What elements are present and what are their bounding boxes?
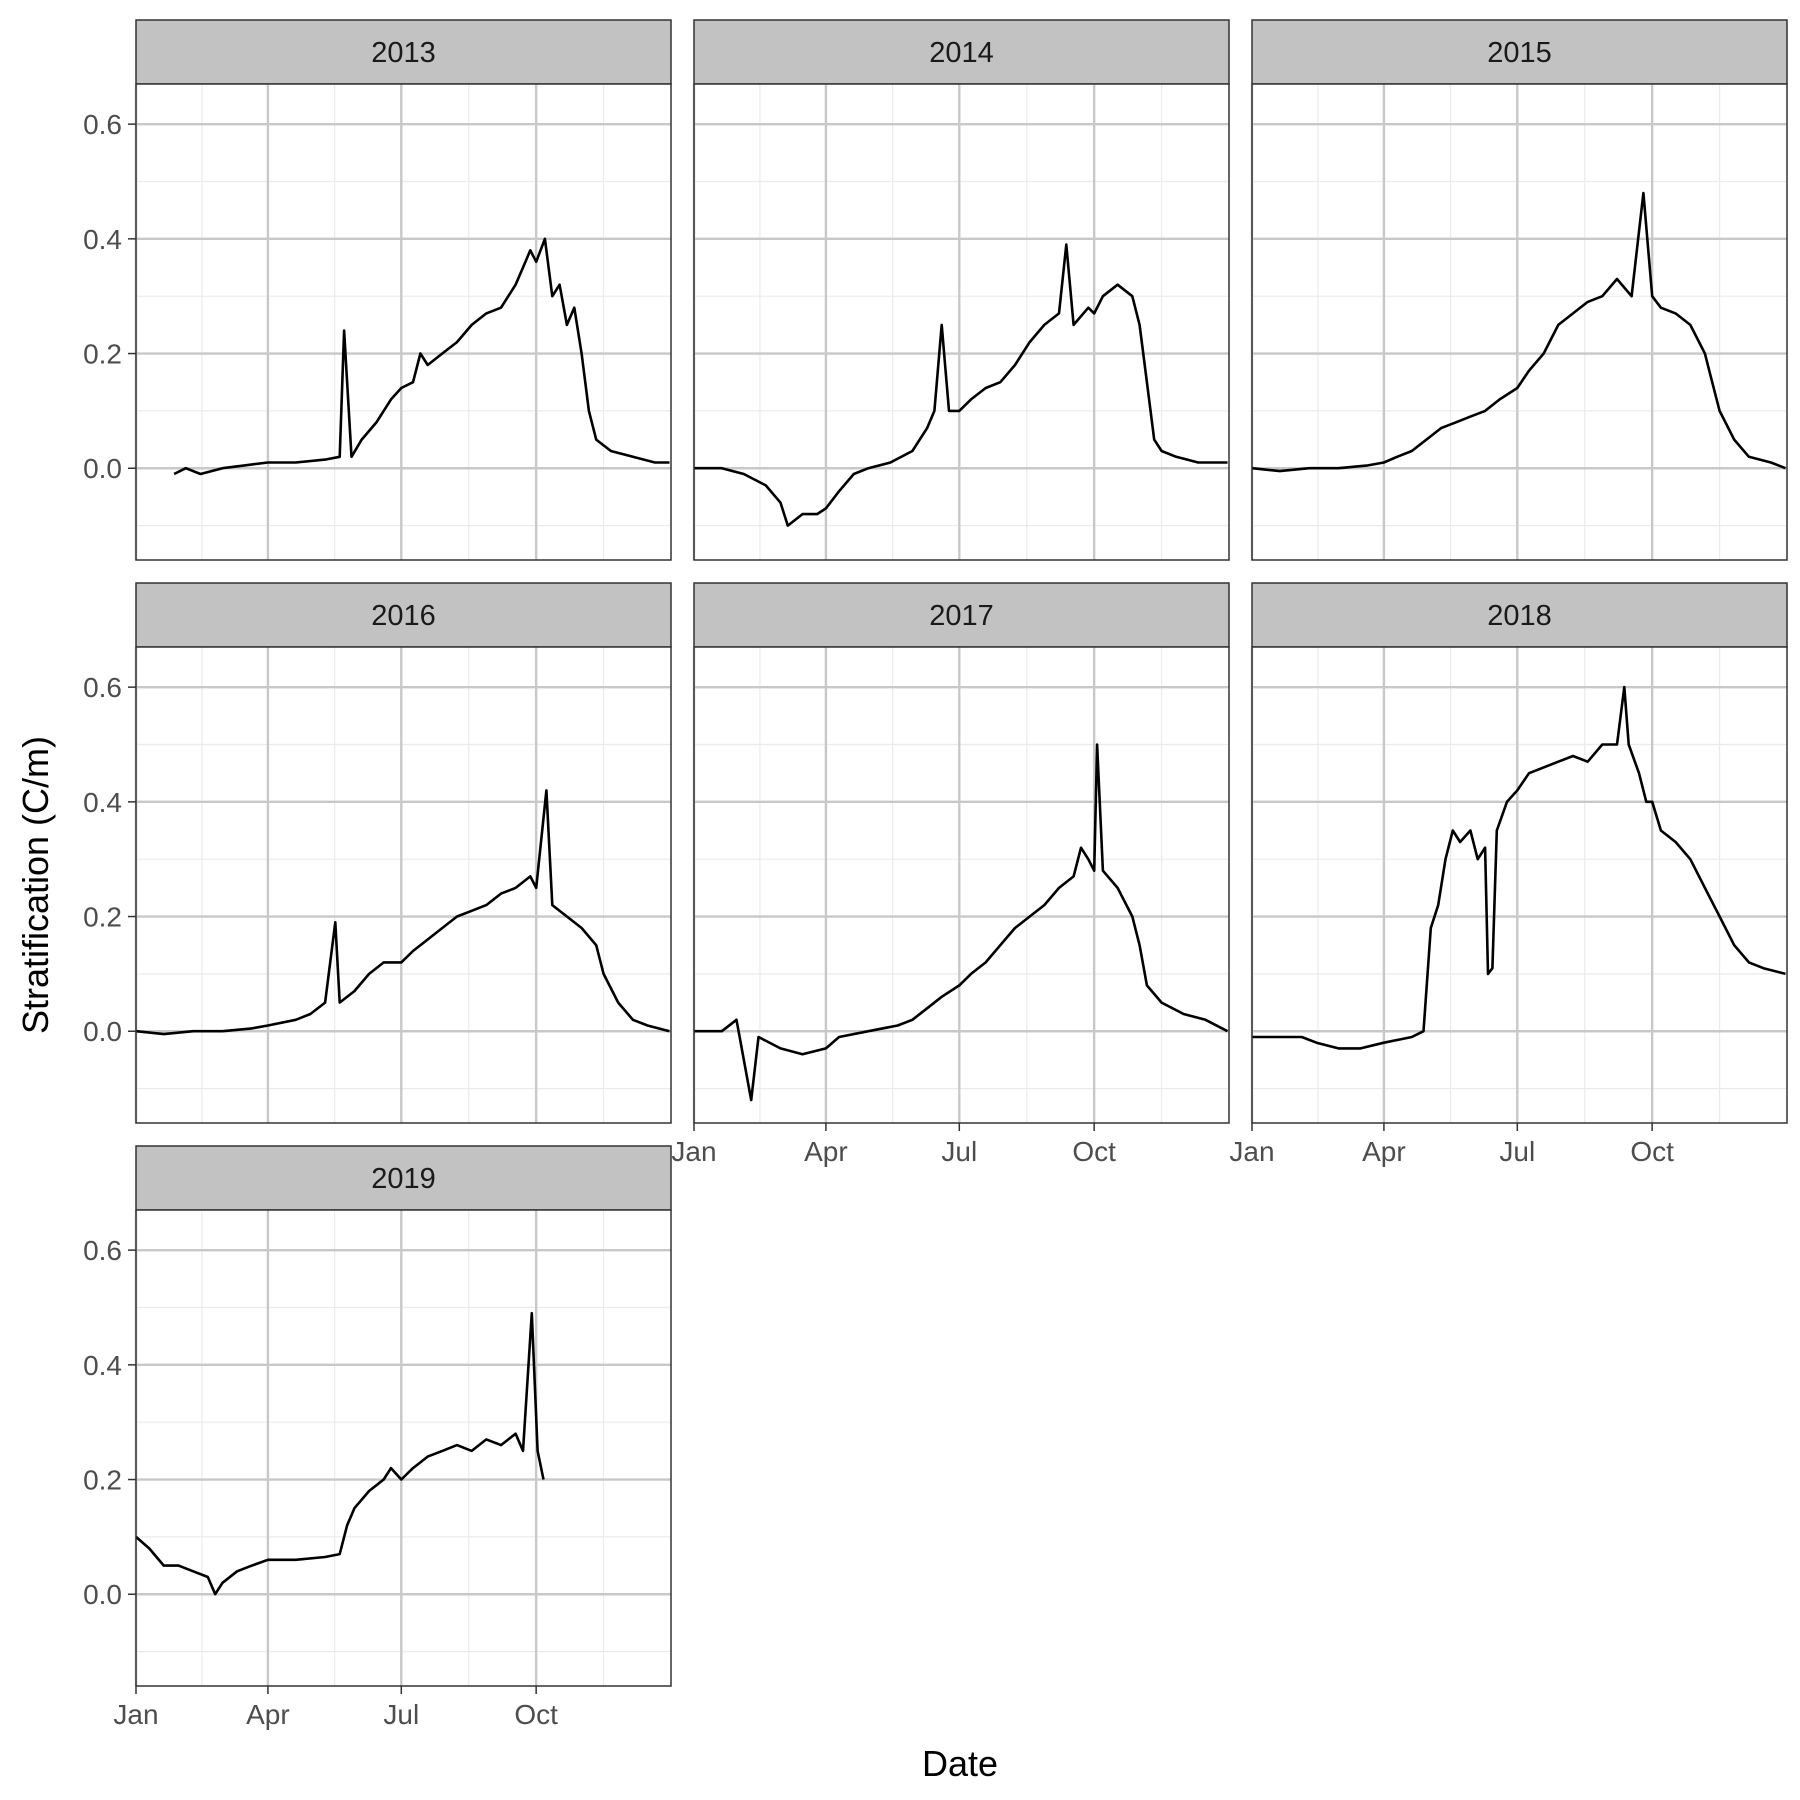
y-tick-label: 0.2 xyxy=(83,339,122,370)
facet-panels: 2013 0.0 0.2 0.4 0.6 2014 2015 2016 0.0 0.2 0.4 0.6… xyxy=(83,19,1788,1730)
plot-area-2014 xyxy=(694,84,1229,560)
strip-label-2013: 2013 xyxy=(371,37,436,69)
strip-2016 xyxy=(135,582,672,648)
plot-area-2013 xyxy=(136,84,671,560)
x-tick-label: Apr xyxy=(246,1699,290,1730)
panel-2019: 2019 0.0 0.2 0.4 0.6 Jan Apr Jul Oct xyxy=(83,1145,672,1730)
panel-border-2013 xyxy=(135,83,672,561)
panel-border-2017 xyxy=(693,646,1230,1124)
y-tick-label: 0.2 xyxy=(83,1465,122,1496)
panel-2018: 2018 Jan Apr Jul Oct xyxy=(1229,582,1788,1167)
strip-label-2014: 2014 xyxy=(929,37,994,69)
series-line-2015 xyxy=(1251,191,1786,473)
x-tick-label: Apr xyxy=(1362,1136,1406,1167)
y-tick-label: 0.2 xyxy=(83,902,122,933)
plot-area-2018 xyxy=(1252,647,1787,1123)
strip-label-2017: 2017 xyxy=(929,600,994,632)
x-tick-label: Apr xyxy=(804,1136,848,1167)
panel-2015: 2015 xyxy=(1250,19,1788,561)
y-tick-label: 0.4 xyxy=(83,787,122,818)
series-line-2013 xyxy=(173,237,670,476)
panel-2013: 2013 0.0 0.2 0.4 0.6 xyxy=(83,19,672,561)
x-tick-label: Jan xyxy=(671,1136,716,1167)
series-line-2016 xyxy=(135,789,670,1036)
strip-2014 xyxy=(693,19,1230,85)
y-tick-label: 0.0 xyxy=(83,453,122,484)
panel-2016: 2016 0.0 0.2 0.4 0.6 xyxy=(83,582,672,1124)
x-tick-label: Jul xyxy=(941,1136,977,1167)
x-tick-label: Jan xyxy=(1229,1136,1274,1167)
y-tick-label: 0.4 xyxy=(83,1350,122,1381)
series-line-2018 xyxy=(1252,685,1786,1050)
y-tick-label: 0.4 xyxy=(83,224,122,255)
strip-label-2018: 2018 xyxy=(1487,600,1552,632)
panel-border-2016 xyxy=(135,646,672,1124)
series-line-2014 xyxy=(694,243,1228,527)
y-tick-label: 0.6 xyxy=(83,1235,122,1266)
plot-area-2015 xyxy=(1252,84,1787,560)
plot-area-2016 xyxy=(136,647,671,1123)
panel-border-2019 xyxy=(135,1209,672,1687)
y-tick-label: 0.0 xyxy=(83,1579,122,1610)
x-tick-label: Oct xyxy=(514,1699,558,1730)
x-axis-title: Date xyxy=(922,1743,998,1784)
x-tick-label: Jul xyxy=(1499,1136,1535,1167)
strip-label-2016: 2016 xyxy=(371,600,436,632)
strip-2015 xyxy=(1251,19,1788,85)
panel-border-2014 xyxy=(693,83,1230,561)
strip-label-2019: 2019 xyxy=(371,1163,436,1195)
panel-border-2015 xyxy=(1251,83,1788,561)
y-axis-title: Stratification (C/m) xyxy=(15,736,56,1034)
strip-2013 xyxy=(135,19,672,85)
strip-2018 xyxy=(1251,582,1788,648)
x-tick-label: Jan xyxy=(113,1699,158,1730)
panel-2014: 2014 xyxy=(692,19,1230,561)
strip-label-2015: 2015 xyxy=(1487,37,1552,69)
x-tick-label: Jul xyxy=(383,1699,419,1730)
panel-2017: 2017 Jan Apr Jul Oct xyxy=(671,582,1230,1167)
series-line-2019 xyxy=(135,1311,545,1596)
y-tick-label: 0.6 xyxy=(83,672,122,703)
series-line-2017 xyxy=(694,743,1229,1102)
x-tick-label: Oct xyxy=(1072,1136,1116,1167)
plot-area-2017 xyxy=(694,647,1229,1123)
strip-2019 xyxy=(135,1145,672,1211)
y-tick-label: 0.6 xyxy=(83,109,122,140)
plot-area-2019 xyxy=(136,1210,671,1686)
y-tick-label: 0.0 xyxy=(83,1016,122,1047)
panel-border-2018 xyxy=(1251,646,1788,1124)
x-tick-label: Oct xyxy=(1630,1136,1674,1167)
